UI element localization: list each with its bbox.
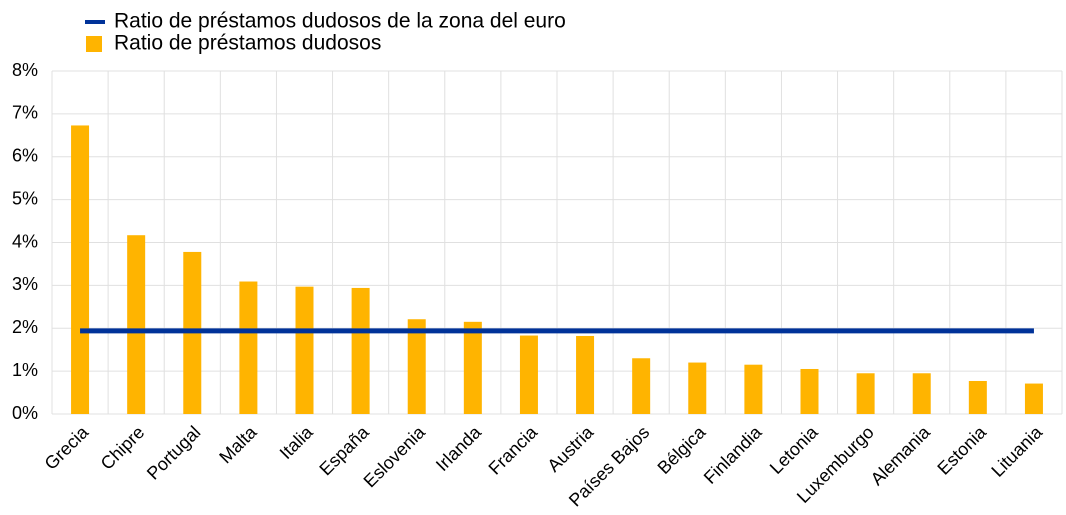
bar [576,335,595,414]
bar [463,321,482,414]
x-tick-label: Estonia [933,421,990,478]
bar [856,373,875,414]
x-tick-label: Alemania [867,421,935,489]
y-tick-label: 3% [12,274,38,294]
y-tick-label: 0% [12,403,38,423]
x-tick-label: Lituania [987,421,1046,480]
bar [351,287,370,414]
y-tick-label: 5% [12,188,38,208]
x-tick-label: Malta [215,421,261,467]
bar [912,373,931,414]
x-tick-label: Grecia [41,421,93,473]
bar [968,380,987,414]
x-tick-label: Chipre [97,422,149,474]
y-tick-label: 4% [12,231,38,251]
bar [519,335,538,414]
x-tick-label: Bélgica [654,421,711,478]
y-tick-label: 1% [12,360,38,380]
x-tick-label: Finlandia [700,421,766,487]
x-tick-label: Italia [276,421,318,463]
x-tick-label: Eslovenia [360,421,430,491]
y-tick-label: 2% [12,317,38,337]
y-tick-label: 8% [12,60,38,80]
x-tick-label: Austria [543,421,597,475]
bar [71,125,90,415]
bar [1024,383,1043,414]
legend-swatch [86,36,102,52]
bar [632,358,651,414]
bar [407,319,426,414]
y-tick-label: 7% [12,103,38,123]
legend-label: Ratio de préstamos dudosos de la zona de… [114,10,566,33]
y-tick-label: 6% [12,146,38,166]
bar [688,362,707,414]
bar [127,235,146,414]
legend-label: Ratio de préstamos dudosos [114,32,381,55]
x-tick-label: Portugal [143,422,205,484]
x-tick-label: Irlanda [432,421,486,475]
bar [744,364,763,414]
bar [239,281,258,414]
bar [295,286,314,414]
x-tick-label: Letonia [766,421,823,478]
x-tick-label: Francia [485,421,542,478]
bar [800,368,819,414]
